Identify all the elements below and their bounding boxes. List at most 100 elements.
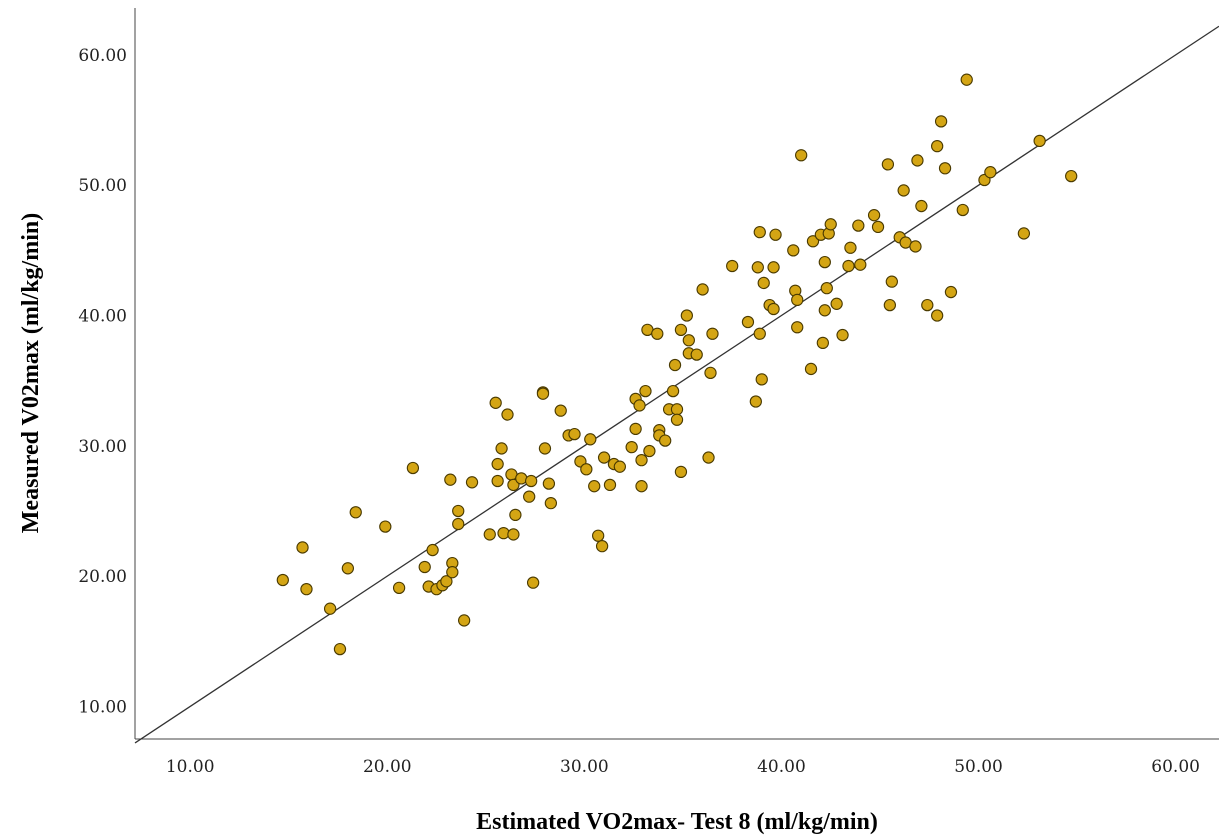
data-point	[635, 454, 648, 467]
data-point	[651, 327, 664, 340]
data-point	[871, 220, 885, 234]
data-point	[702, 451, 715, 464]
data-point	[538, 442, 552, 455]
data-point	[921, 298, 934, 312]
data-point	[844, 241, 857, 254]
data-point	[769, 228, 782, 241]
data-point	[682, 334, 695, 347]
data-point	[842, 259, 855, 273]
data-point	[881, 158, 895, 171]
data-point	[440, 575, 453, 588]
data-point	[1065, 169, 1078, 183]
data-point	[568, 427, 581, 441]
data-point	[911, 154, 924, 167]
data-point	[791, 321, 804, 334]
x-axis-title: Estimated VO2max- Test 8 (ml/kg/min)	[476, 809, 878, 835]
data-point	[457, 614, 471, 627]
data-point	[554, 404, 567, 417]
data-point	[595, 540, 609, 553]
data-point	[666, 384, 680, 398]
data-point	[544, 497, 558, 510]
data-point	[751, 261, 764, 274]
data-point	[489, 396, 502, 409]
data-point	[668, 358, 682, 372]
y-axis-title: Measured V02max (ml/kg/min)	[18, 213, 44, 533]
data-point	[507, 478, 520, 492]
data-point	[755, 373, 768, 386]
data-point	[276, 573, 289, 587]
data-point	[491, 474, 504, 488]
data-point	[588, 480, 601, 493]
data-point	[542, 477, 556, 490]
x-tick-label: 50.00	[954, 757, 1003, 777]
data-point	[584, 433, 597, 446]
data-point	[444, 473, 457, 486]
data-point	[580, 463, 593, 476]
data-point	[659, 434, 672, 447]
y-tick-label: 50.00	[78, 176, 127, 196]
data-point	[806, 235, 820, 248]
data-point	[452, 504, 465, 518]
data-point	[791, 293, 804, 307]
y-tick-label: 30.00	[78, 437, 127, 457]
data-point	[767, 302, 780, 316]
x-tick-label: 30.00	[560, 757, 609, 777]
data-point	[491, 457, 504, 471]
x-tick-label: 40.00	[757, 757, 806, 777]
data-point	[944, 285, 958, 299]
data-point	[938, 162, 952, 175]
data-point	[1033, 134, 1046, 148]
data-point	[613, 460, 626, 473]
data-point	[816, 336, 829, 350]
data-point	[674, 323, 688, 336]
data-point	[741, 315, 755, 329]
data-points	[276, 73, 1078, 656]
data-point	[509, 508, 522, 522]
data-point	[897, 184, 910, 197]
data-point	[639, 384, 652, 398]
data-point	[867, 209, 881, 222]
data-point	[523, 490, 536, 503]
data-point	[984, 166, 997, 179]
data-point	[854, 258, 867, 271]
data-point	[426, 543, 439, 557]
x-tick-label: 60.00	[1151, 757, 1200, 777]
data-point	[696, 283, 709, 296]
data-point	[820, 282, 833, 295]
data-point	[753, 327, 766, 340]
data-point	[757, 276, 770, 290]
data-point	[526, 576, 540, 589]
data-point	[1017, 227, 1031, 240]
data-point	[625, 440, 638, 454]
data-point	[392, 581, 406, 594]
data-point	[909, 240, 922, 253]
data-point	[536, 387, 550, 400]
data-point	[341, 562, 355, 575]
data-point	[507, 528, 520, 541]
axes	[134, 8, 1219, 740]
data-point	[674, 465, 688, 479]
data-point	[333, 642, 347, 656]
data-point	[629, 422, 642, 436]
data-point	[323, 602, 337, 615]
data-point	[349, 506, 362, 519]
data-point	[934, 115, 948, 128]
data-point	[767, 261, 780, 274]
data-point	[804, 362, 818, 376]
data-point	[753, 225, 766, 239]
data-point	[749, 395, 762, 408]
y-tick-label: 40.00	[78, 307, 127, 327]
data-point	[592, 529, 605, 542]
data-point	[830, 297, 843, 310]
data-point	[960, 73, 973, 86]
data-point	[300, 583, 313, 596]
data-point	[704, 366, 717, 379]
data-point	[670, 413, 684, 426]
data-point	[379, 520, 392, 533]
data-point	[597, 451, 611, 464]
data-point	[795, 149, 808, 162]
data-point	[483, 528, 496, 541]
data-point	[525, 474, 538, 488]
data-point	[635, 480, 648, 493]
